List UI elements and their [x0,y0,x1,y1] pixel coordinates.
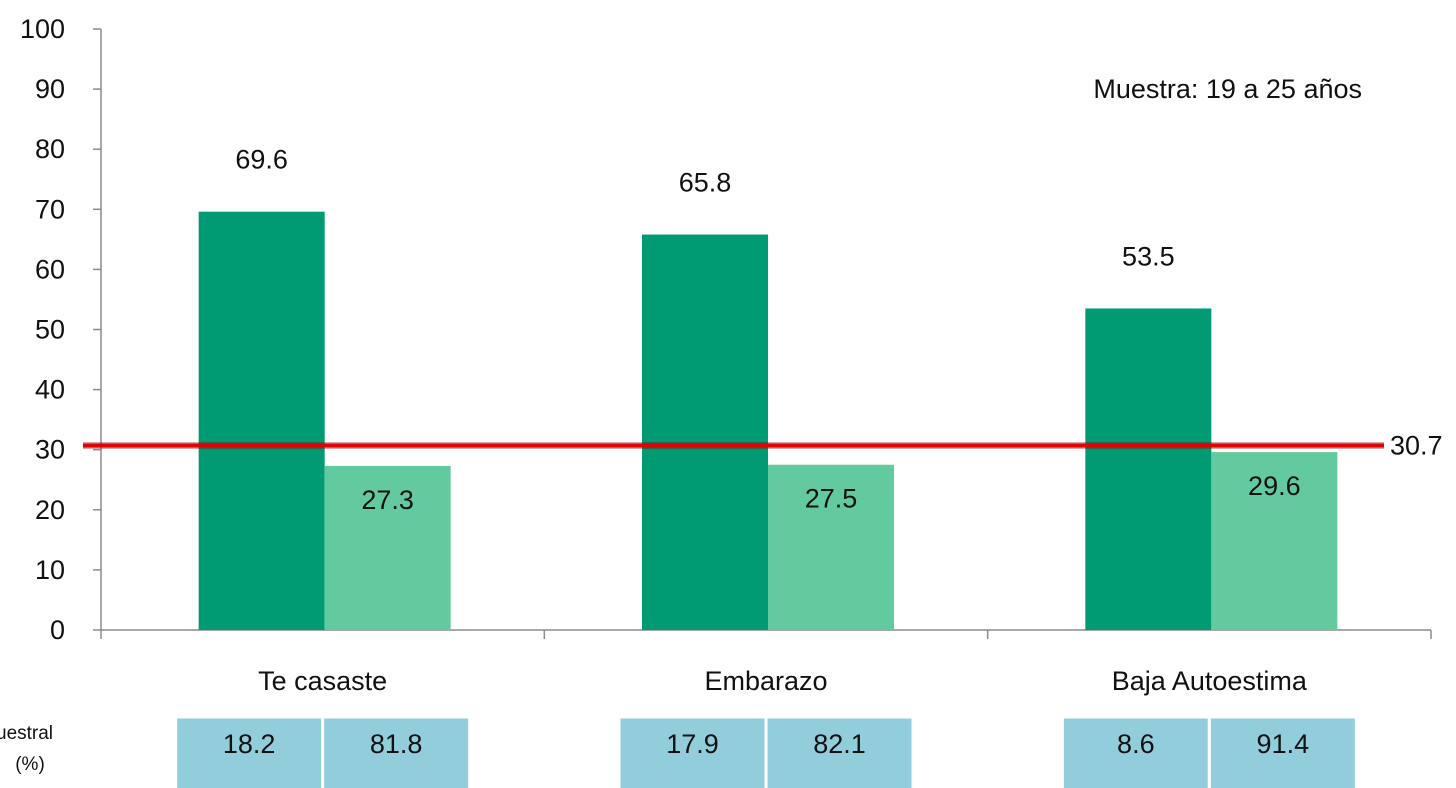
bar-series-1 [198,211,325,631]
sample-table-cell [617,715,768,788]
sample-table-cell [174,715,325,788]
bar-series-2 [324,465,451,630]
sample-table-value: 82.1 [813,729,866,759]
bars [198,211,1338,631]
y-tick-label: 100 [20,14,65,44]
bar-series-2 [1211,452,1338,630]
bar-series-2 [768,464,894,630]
sample-annotation: Muestra: 19 a 25 años [1093,74,1362,104]
y-tick-label: 30 [35,435,65,465]
sample-table-value: 81.8 [370,729,423,759]
y-tick-label: 0 [50,615,65,645]
sample-table-cell [321,715,472,788]
sample-table-value: 8.6 [1117,729,1155,759]
reference-line: 30.7 [83,430,1443,460]
x-category-label: Baja Autoestima [1112,666,1308,696]
data-label-series-1: 53.5 [1122,241,1175,271]
data-labels: 69.6 65.8 53.5 27.3 27.5 29.6 [235,145,1300,515]
y-tick-label: 50 [35,315,65,345]
y-tick-label: 60 [35,254,65,284]
x-category-label: Embarazo [704,666,827,696]
y-tick-label: 40 [35,375,65,405]
reference-line-label: 30.7 [1390,430,1443,460]
y-tick-label: 90 [35,74,65,104]
bar-series-1 [1085,308,1212,630]
data-label-series-1: 65.8 [679,168,732,198]
y-tick-label: 80 [35,134,65,164]
data-label-series-2: 27.5 [805,484,858,514]
x-category-label: Te casaste [258,666,387,696]
bar-series-1 [642,234,768,631]
y-tick-label: 10 [35,555,65,585]
sample-table-unit: (%) [15,754,45,775]
sample-table-cell [1060,715,1211,788]
sample-table-value: 17.9 [666,729,719,759]
y-tick-label: 70 [35,194,65,224]
sample-table-cell [764,715,915,788]
x-axis: Te casaste Embarazo Baja Autoestima [100,629,1432,696]
data-label-series-2: 27.3 [361,485,414,515]
y-tick-label: 20 [35,495,65,525]
sample-table-label: uestral [0,723,53,744]
sample-table-value: 91.4 [1257,729,1310,759]
sample-table: uestral (%) 18.2 81.8 17.9 82.1 8.6 91.4 [0,715,1358,788]
sample-table-cell [1207,715,1358,788]
data-label-series-2: 29.6 [1248,471,1301,501]
y-axis: 0 10 20 30 40 50 60 70 80 90 100 [20,14,102,645]
data-label-series-1: 69.6 [235,145,288,175]
sample-table-value: 18.2 [223,729,276,759]
